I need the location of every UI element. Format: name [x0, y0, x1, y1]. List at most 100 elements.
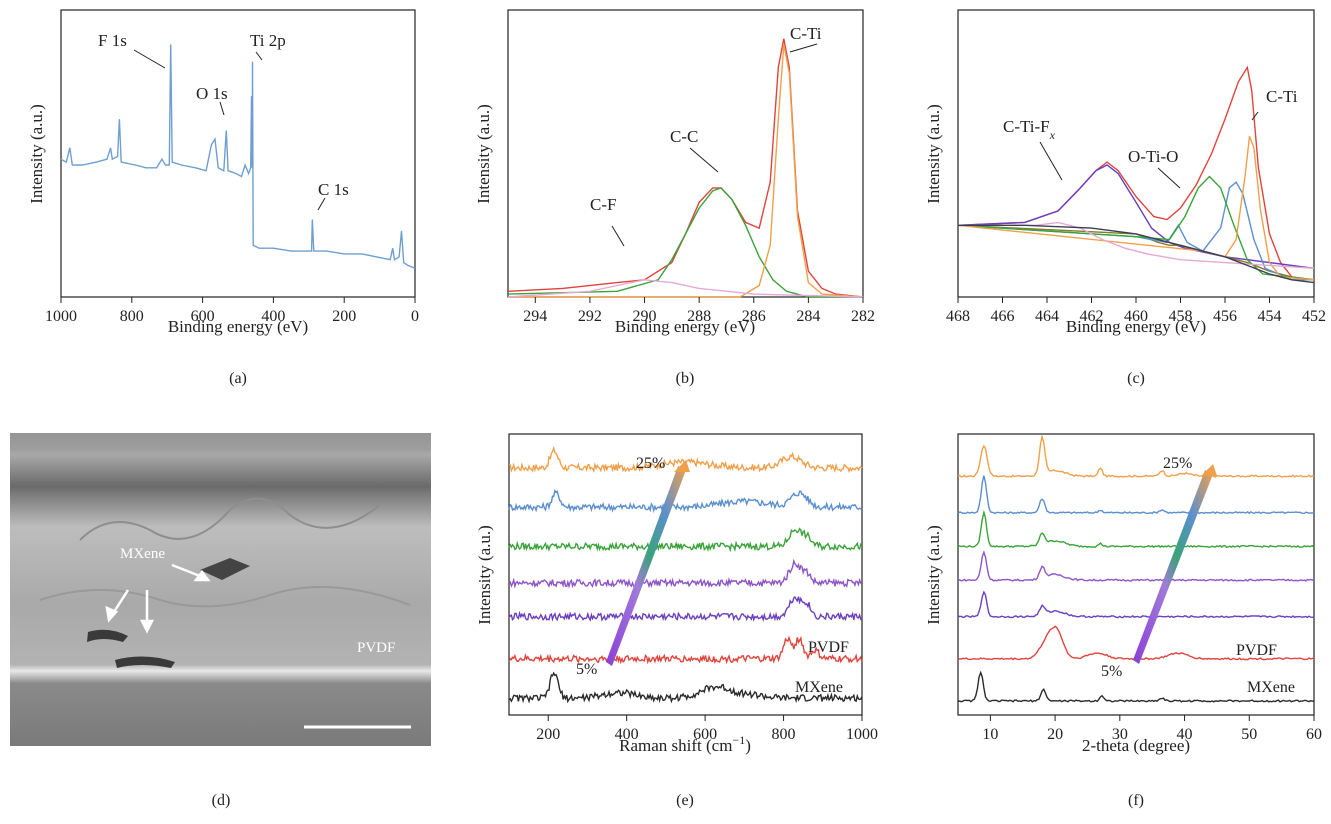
annotation-c-ti: C-Ti: [790, 24, 822, 43]
panel-a-frame: [60, 9, 416, 298]
panel-e-label-mxene: MXene: [795, 679, 843, 696]
arrow-2-head: [105, 605, 119, 623]
annotation-o-1s: O 1s: [196, 84, 228, 103]
x-tick-label: 40: [1177, 726, 1193, 743]
x-tick-label: 462: [1080, 308, 1104, 325]
annotation-leader: [789, 43, 818, 53]
panel-c-annotations: C-Ti O-Ti-O C-Ti-Fx: [1003, 87, 1298, 189]
x-tick-label: 290: [633, 308, 657, 325]
sem-texture-2: [39, 586, 411, 608]
panel-e-label-25: 25%: [636, 455, 665, 472]
x-tick-label: 0: [411, 308, 419, 325]
sem-texture-1: [79, 497, 381, 541]
panel-e-plot: [508, 445, 863, 704]
annotation-c-ti: C-Ti: [1266, 87, 1298, 106]
sem-top-band: [10, 433, 431, 451]
x-tick-label: 200: [536, 726, 560, 743]
panel-e-series-5: [508, 635, 863, 665]
panel-e-xlabel-sup: −1: [732, 733, 745, 747]
panel-e: 200 400 600 800 1000 Raman shift (cm−1) Inte…: [475, 433, 878, 809]
panel-a-xlabel: Binding energy (eV): [168, 317, 308, 336]
panel-e-xlabel-end: ): [745, 736, 751, 755]
panel-c-ticks: 468 466 464 462 460 458 456 454 452: [946, 297, 1326, 325]
panel-c-plot: [957, 65, 1315, 284]
panel-f-label-pvdf: PVDF: [1236, 642, 1277, 659]
panel-e-ylabel: Intensity (a.u.): [475, 525, 494, 625]
x-tick-label: 400: [615, 726, 639, 743]
x-tick-label: 460: [1124, 308, 1148, 325]
panel-a-series-0: [60, 44, 416, 269]
panel-f-label-mxene: MXene: [1247, 679, 1295, 696]
x-tick-label: 10: [982, 726, 998, 743]
panel-c-xlabel: Binding energy (eV): [1066, 317, 1206, 336]
sem-image: [10, 433, 431, 746]
x-tick-label: 292: [578, 308, 602, 325]
panel-f-label-5: 5%: [1101, 663, 1122, 680]
panel-a-annotations: F 1s O 1s Ti 2p C 1s: [98, 31, 349, 211]
panel-c-series-0: [957, 65, 1315, 281]
panel-a-label: (a): [229, 370, 247, 387]
mxene-flake-1: [200, 558, 250, 580]
annotation-leader: [317, 197, 326, 211]
x-tick-label: 800: [772, 726, 796, 743]
annotation-leader: [689, 147, 719, 173]
panel-c-label: (c): [1127, 370, 1145, 387]
annotation-c-c: C-C: [670, 127, 698, 146]
panel-e-series-4: [508, 595, 863, 623]
annotation-c-1s: C 1s: [318, 180, 349, 199]
x-tick-label: 282: [851, 308, 875, 325]
x-tick-label: 800: [120, 308, 144, 325]
panel-f-series-1: [957, 475, 1315, 515]
panel-c-series-7: [958, 224, 1315, 284]
x-tick-label: 464: [1035, 308, 1059, 325]
annotation-o-ti-o: O-Ti-O: [1128, 147, 1178, 166]
label-mxene: MXene: [120, 546, 165, 562]
panel-f-frame: [957, 433, 1315, 716]
x-tick-label: 286: [742, 308, 766, 325]
annotation-leader: [133, 49, 166, 69]
panel-b-series-1: [507, 187, 863, 298]
panel-b-xlabel: Binding energy (eV): [615, 317, 755, 336]
panel-b-series-3: [507, 279, 864, 298]
panel-e-gradient-arrow: [606, 466, 686, 666]
x-tick-label: 1000: [45, 308, 77, 325]
panel-c-series-1: [957, 164, 1315, 269]
annotation-ti-2p: Ti 2p: [250, 31, 286, 50]
annotation-c-ti-fx: C-Ti-Fx: [1003, 117, 1056, 142]
x-tick-label: 400: [261, 308, 285, 325]
x-tick-label: 456: [1213, 308, 1237, 325]
panel-d: MXene PVDF (d): [10, 433, 431, 809]
annotation-leader: [611, 225, 625, 247]
panel-e-series-6: [508, 671, 863, 704]
panel-f-series-2: [957, 509, 1315, 549]
annotation-f-1s: F 1s: [98, 31, 127, 50]
panel-f-series-3: [957, 550, 1315, 582]
arrow-3-head: [139, 619, 155, 634]
panel-b-series-0: [507, 38, 864, 298]
annotation-sub: x: [1049, 128, 1056, 142]
panel-c-ylabel: Intensity (a.u.): [924, 104, 943, 204]
panel-f-plot: [957, 434, 1315, 703]
panel-f-xlabel: 2-theta (degree): [1082, 736, 1190, 755]
mxene-flake-3: [115, 656, 175, 668]
annotation-leader: [1251, 111, 1259, 121]
panel-f-gradient-arrow: [1133, 470, 1213, 664]
x-tick-label: 288: [687, 308, 711, 325]
panel-f-ticks: 10 20 30 40 50 60: [982, 715, 1322, 743]
panel-f-ylabel: Intensity (a.u.): [924, 525, 943, 625]
panel-b-label: (b): [676, 370, 695, 387]
annotation-leader: [255, 51, 263, 61]
panel-e-label-pvdf: PVDF: [808, 639, 849, 656]
x-tick-label: 600: [191, 308, 215, 325]
panel-b-ylabel: Intensity (a.u.): [474, 104, 493, 204]
x-tick-label: 458: [1169, 308, 1193, 325]
panel-f-arrowhead: [1201, 464, 1217, 476]
panel-e-xlabel-main: Raman shift (cm: [619, 736, 732, 755]
panel-e-label: (e): [676, 792, 694, 809]
x-tick-label: 600: [693, 726, 717, 743]
panel-e-arrowhead: [674, 460, 690, 472]
panel-a-ylabel: Intensity (a.u.): [27, 104, 46, 204]
x-tick-label: 30: [1112, 726, 1128, 743]
x-tick-label: 466: [991, 308, 1015, 325]
annotation-leader: [1157, 167, 1181, 189]
